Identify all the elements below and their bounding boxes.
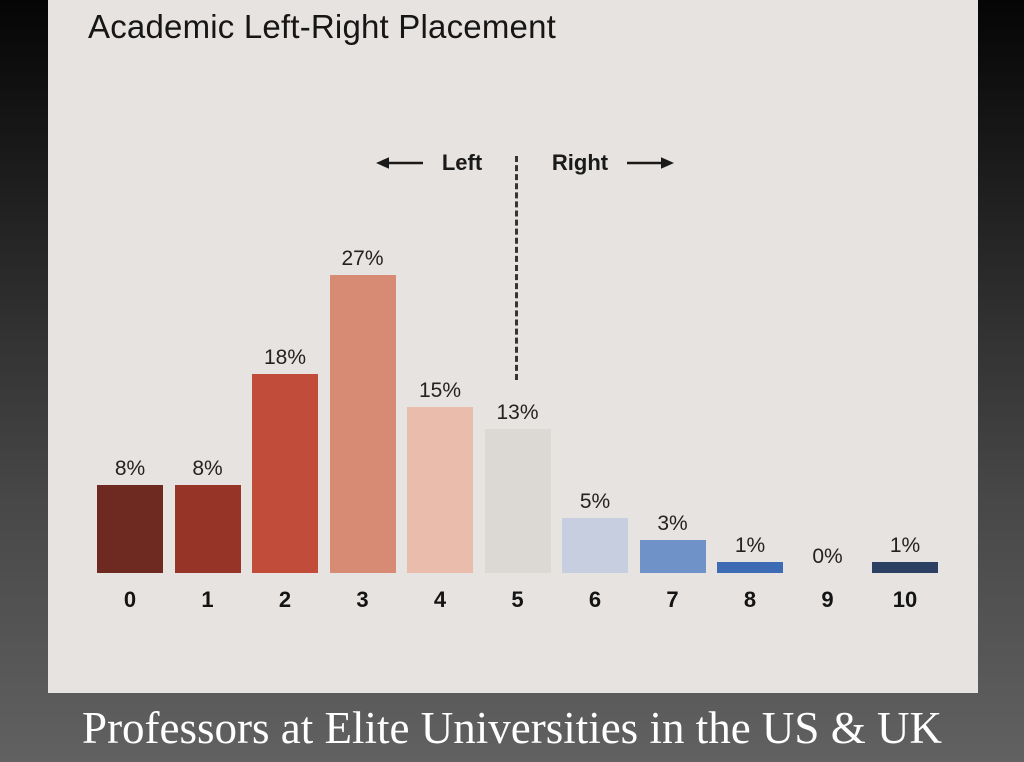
right-arrow-icon [626,157,674,169]
bar-value-label: 3% [657,511,688,535]
bar [872,561,938,573]
right-label: Right [551,150,609,175]
x-tick-label: 8 [743,587,757,612]
bar-column-2: 18% 2 [252,346,318,618]
slide-caption: Professors at Elite Universities in the … [82,703,942,753]
bar [252,374,318,573]
bar-value-label: 27% [341,246,384,270]
bar-value-label: 1% [889,533,921,557]
chart-panel: Academic Left-Right Placement Left Right… [48,0,978,693]
bar-column-0: 8% 0 [97,457,163,618]
bar [97,484,163,573]
bar-value-label: 13% [496,401,539,425]
left-label: Left [441,150,483,175]
x-tick-label: 10 [892,587,918,612]
bar-column-8: 1% 8 [717,534,783,618]
center-dashed-line [515,156,518,380]
x-tick-label: 2 [278,587,292,612]
bar-column-10: 1% 10 [872,534,938,618]
bar-column-5: 13% 5 [484,401,551,618]
x-tick-label: 9 [821,587,834,612]
left-right-annotation: Left Right [376,150,674,176]
bar [329,274,396,573]
bar-value-label: 1% [734,533,766,557]
x-tick-label: 7 [666,587,679,612]
bar-value-label: 18% [263,346,307,370]
bar-value-label: 5% [579,489,611,513]
bar [407,407,473,573]
bar [174,484,241,573]
x-tick-label: 0 [123,587,137,612]
bar-column-4: 15% 4 [407,379,473,618]
bar-column-3: 27% 3 [329,246,396,618]
x-tick-label: 4 [433,587,447,612]
bar-value-label: 8% [114,456,146,480]
bar [639,539,706,573]
bar [562,517,628,573]
bar-value-label: 8% [192,456,223,480]
bar-value-label: 0% [812,544,843,568]
x-tick-label: 6 [588,587,602,612]
bar-column-7: 3% 7 [639,511,706,618]
x-tick-label: 1 [201,587,214,612]
bar [484,429,551,573]
bar-value-label: 15% [418,379,462,403]
bar-column-1: 8% 1 [174,456,241,618]
bar-column-9: 0% 9 [795,545,861,618]
x-tick-label: 5 [511,587,524,612]
bar-chart: 8% 0 8% 1 18% 2 27% 3 15% 4 13% 5 5% 6 3% 7 1% 8 0% 9 1% 10 [97,0,938,618]
x-tick-label: 3 [356,587,369,612]
bar [717,561,783,573]
chart-title: Academic Left-Right Placement [88,8,557,45]
bar-column-6: 5% 6 [562,490,628,618]
left-arrow-icon [376,157,423,169]
